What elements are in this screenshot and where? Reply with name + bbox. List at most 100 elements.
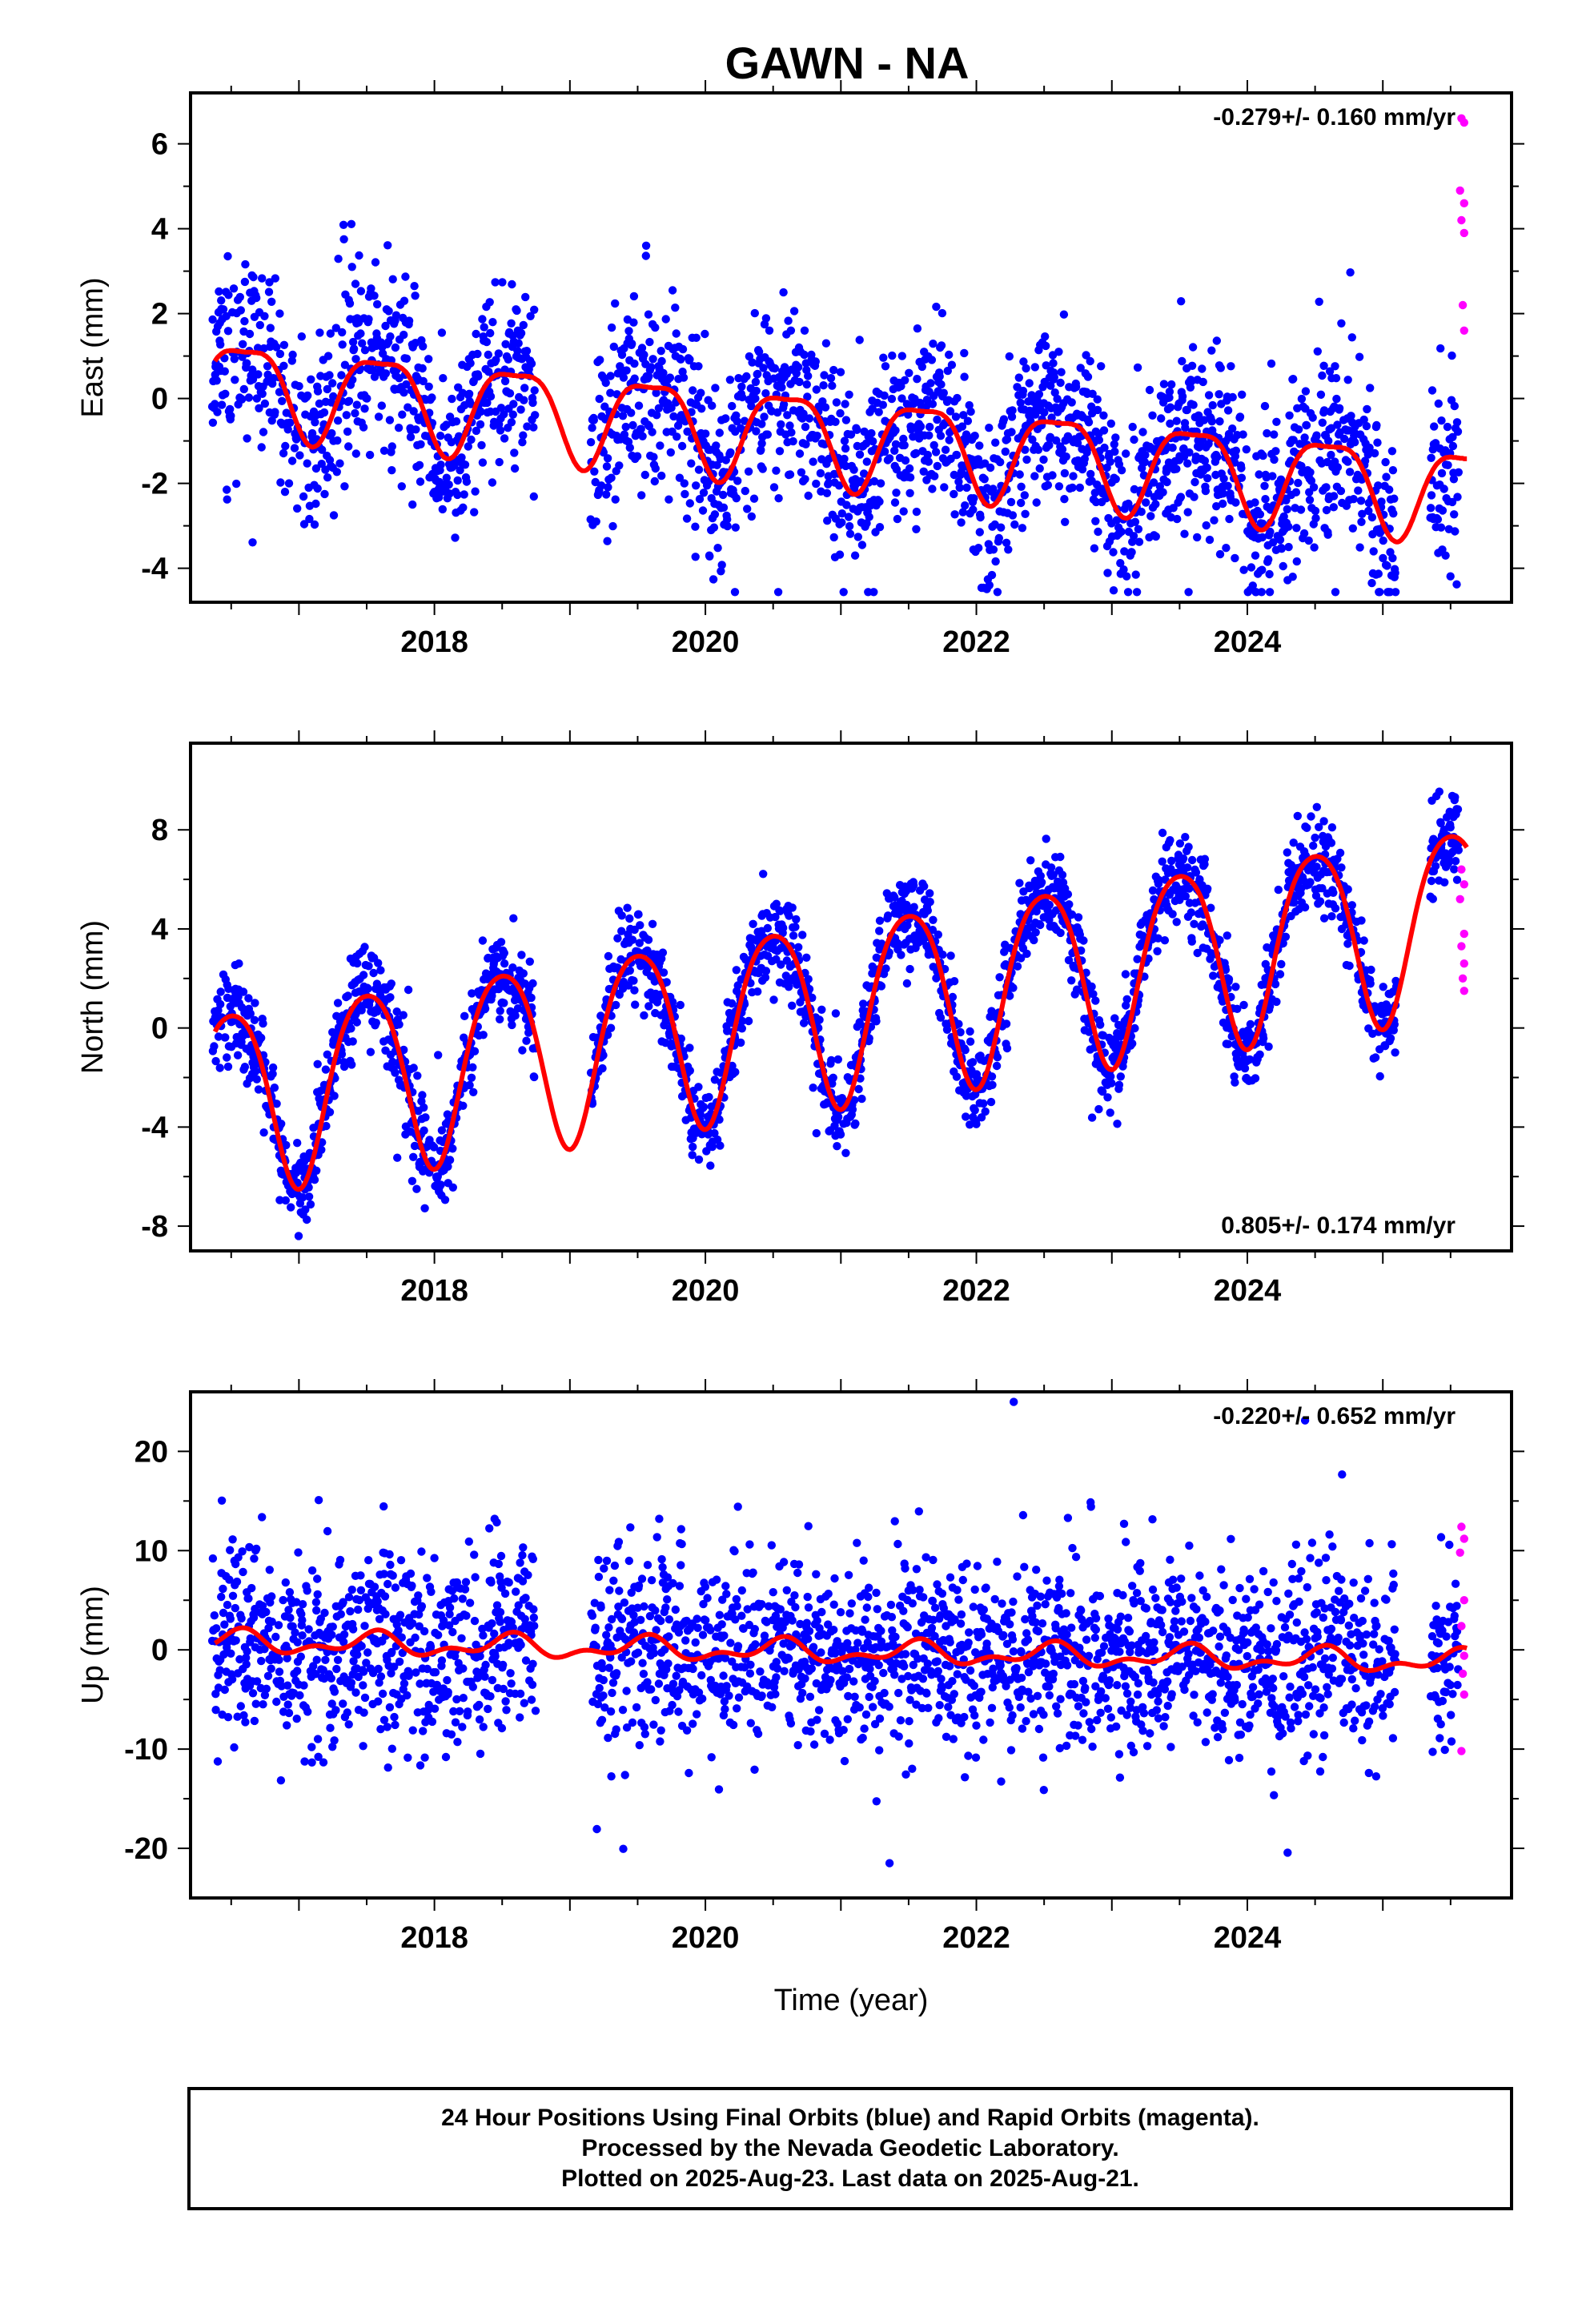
- data-point: [1191, 477, 1199, 487]
- data-point: [1336, 486, 1346, 496]
- data-point: [917, 362, 927, 372]
- data-point: [1322, 505, 1331, 515]
- data-point: [891, 440, 901, 448]
- data-point: [496, 1015, 504, 1024]
- data-point: [329, 511, 339, 520]
- data-point: [510, 448, 519, 457]
- data-point: [849, 465, 858, 474]
- data-point: [352, 400, 361, 409]
- data-point: [1005, 352, 1014, 361]
- data-point: [400, 388, 408, 397]
- data-point: [311, 499, 320, 509]
- data-point: [607, 473, 616, 482]
- data-point: [1265, 1002, 1275, 1011]
- data-point: [231, 376, 239, 384]
- data-point: [1444, 858, 1454, 866]
- x-tick-label: 2018: [400, 625, 468, 659]
- data-point: [1275, 535, 1285, 545]
- data-point: [989, 485, 998, 493]
- data-point: [1374, 569, 1383, 578]
- data-point: [519, 320, 528, 330]
- data-point: [1207, 346, 1216, 355]
- data-point: [588, 424, 596, 432]
- data-point: [1203, 474, 1212, 483]
- data-point: [1056, 852, 1065, 862]
- data-point: [932, 302, 941, 312]
- data-point: [321, 1065, 331, 1074]
- data-point: [991, 438, 1000, 447]
- data-point: [638, 432, 647, 440]
- data-point: [682, 514, 692, 523]
- data-point: [1357, 916, 1366, 925]
- data-point: [1294, 425, 1303, 434]
- data-point: [1151, 532, 1161, 541]
- data-point: [1043, 480, 1053, 489]
- data-point: [791, 923, 800, 931]
- data-point: [592, 517, 600, 526]
- data-point: [373, 300, 382, 309]
- data-point: [420, 1103, 428, 1112]
- data-point: [1113, 1120, 1122, 1128]
- rapid-data-point: [1460, 929, 1469, 939]
- data-point: [1002, 538, 1011, 547]
- data-point: [1079, 936, 1088, 945]
- data-point: [1427, 491, 1436, 500]
- data-point: [1231, 983, 1240, 991]
- data-point: [527, 359, 536, 368]
- data-point: [930, 440, 938, 450]
- data-point: [1331, 374, 1341, 383]
- data-point: [401, 272, 410, 281]
- data-point: [478, 315, 487, 324]
- data-point: [763, 923, 772, 933]
- data-point: [367, 284, 375, 293]
- data-point: [636, 921, 644, 930]
- data-point: [211, 1706, 220, 1715]
- data-point: [1391, 588, 1400, 597]
- data-point: [851, 1119, 860, 1128]
- data-point: [1198, 364, 1207, 373]
- data-point: [654, 404, 664, 412]
- data-point: [478, 936, 488, 945]
- data-point: [993, 1053, 1002, 1062]
- data-point: [348, 1037, 357, 1046]
- data-point: [828, 381, 837, 390]
- data-point: [671, 304, 680, 312]
- data-point: [955, 483, 964, 493]
- data-point: [1239, 430, 1247, 439]
- data-point: [325, 371, 334, 380]
- data-point: [498, 278, 507, 287]
- data-point: [318, 445, 327, 454]
- data-point: [1075, 483, 1085, 493]
- data-point: [617, 911, 626, 920]
- data-point: [1231, 498, 1240, 507]
- data-point: [640, 350, 648, 360]
- data-point: [1026, 856, 1035, 865]
- data-point: [370, 292, 379, 300]
- data-point: [1215, 549, 1225, 559]
- data-point: [606, 388, 615, 397]
- data-point: [320, 489, 329, 499]
- data-point: [1239, 565, 1248, 574]
- data-point: [1010, 520, 1019, 529]
- y-tick-label: 4: [151, 913, 168, 947]
- data-point: [1016, 910, 1025, 919]
- data-point: [360, 404, 369, 413]
- data-point: [522, 1036, 531, 1045]
- data-point: [416, 477, 425, 486]
- data-point: [869, 476, 879, 486]
- data-point: [275, 349, 285, 359]
- data-point: [1031, 928, 1040, 937]
- data-point: [1117, 466, 1126, 475]
- data-point: [928, 400, 938, 408]
- data-point: [1065, 900, 1074, 909]
- data-point: [1443, 422, 1452, 432]
- data-point: [313, 484, 322, 493]
- data-point: [319, 408, 329, 417]
- data-point: [820, 371, 829, 380]
- data-point: [1183, 459, 1192, 468]
- data-point: [453, 490, 462, 500]
- data-point: [334, 255, 343, 263]
- data-point: [255, 404, 263, 412]
- data-point: [667, 404, 676, 412]
